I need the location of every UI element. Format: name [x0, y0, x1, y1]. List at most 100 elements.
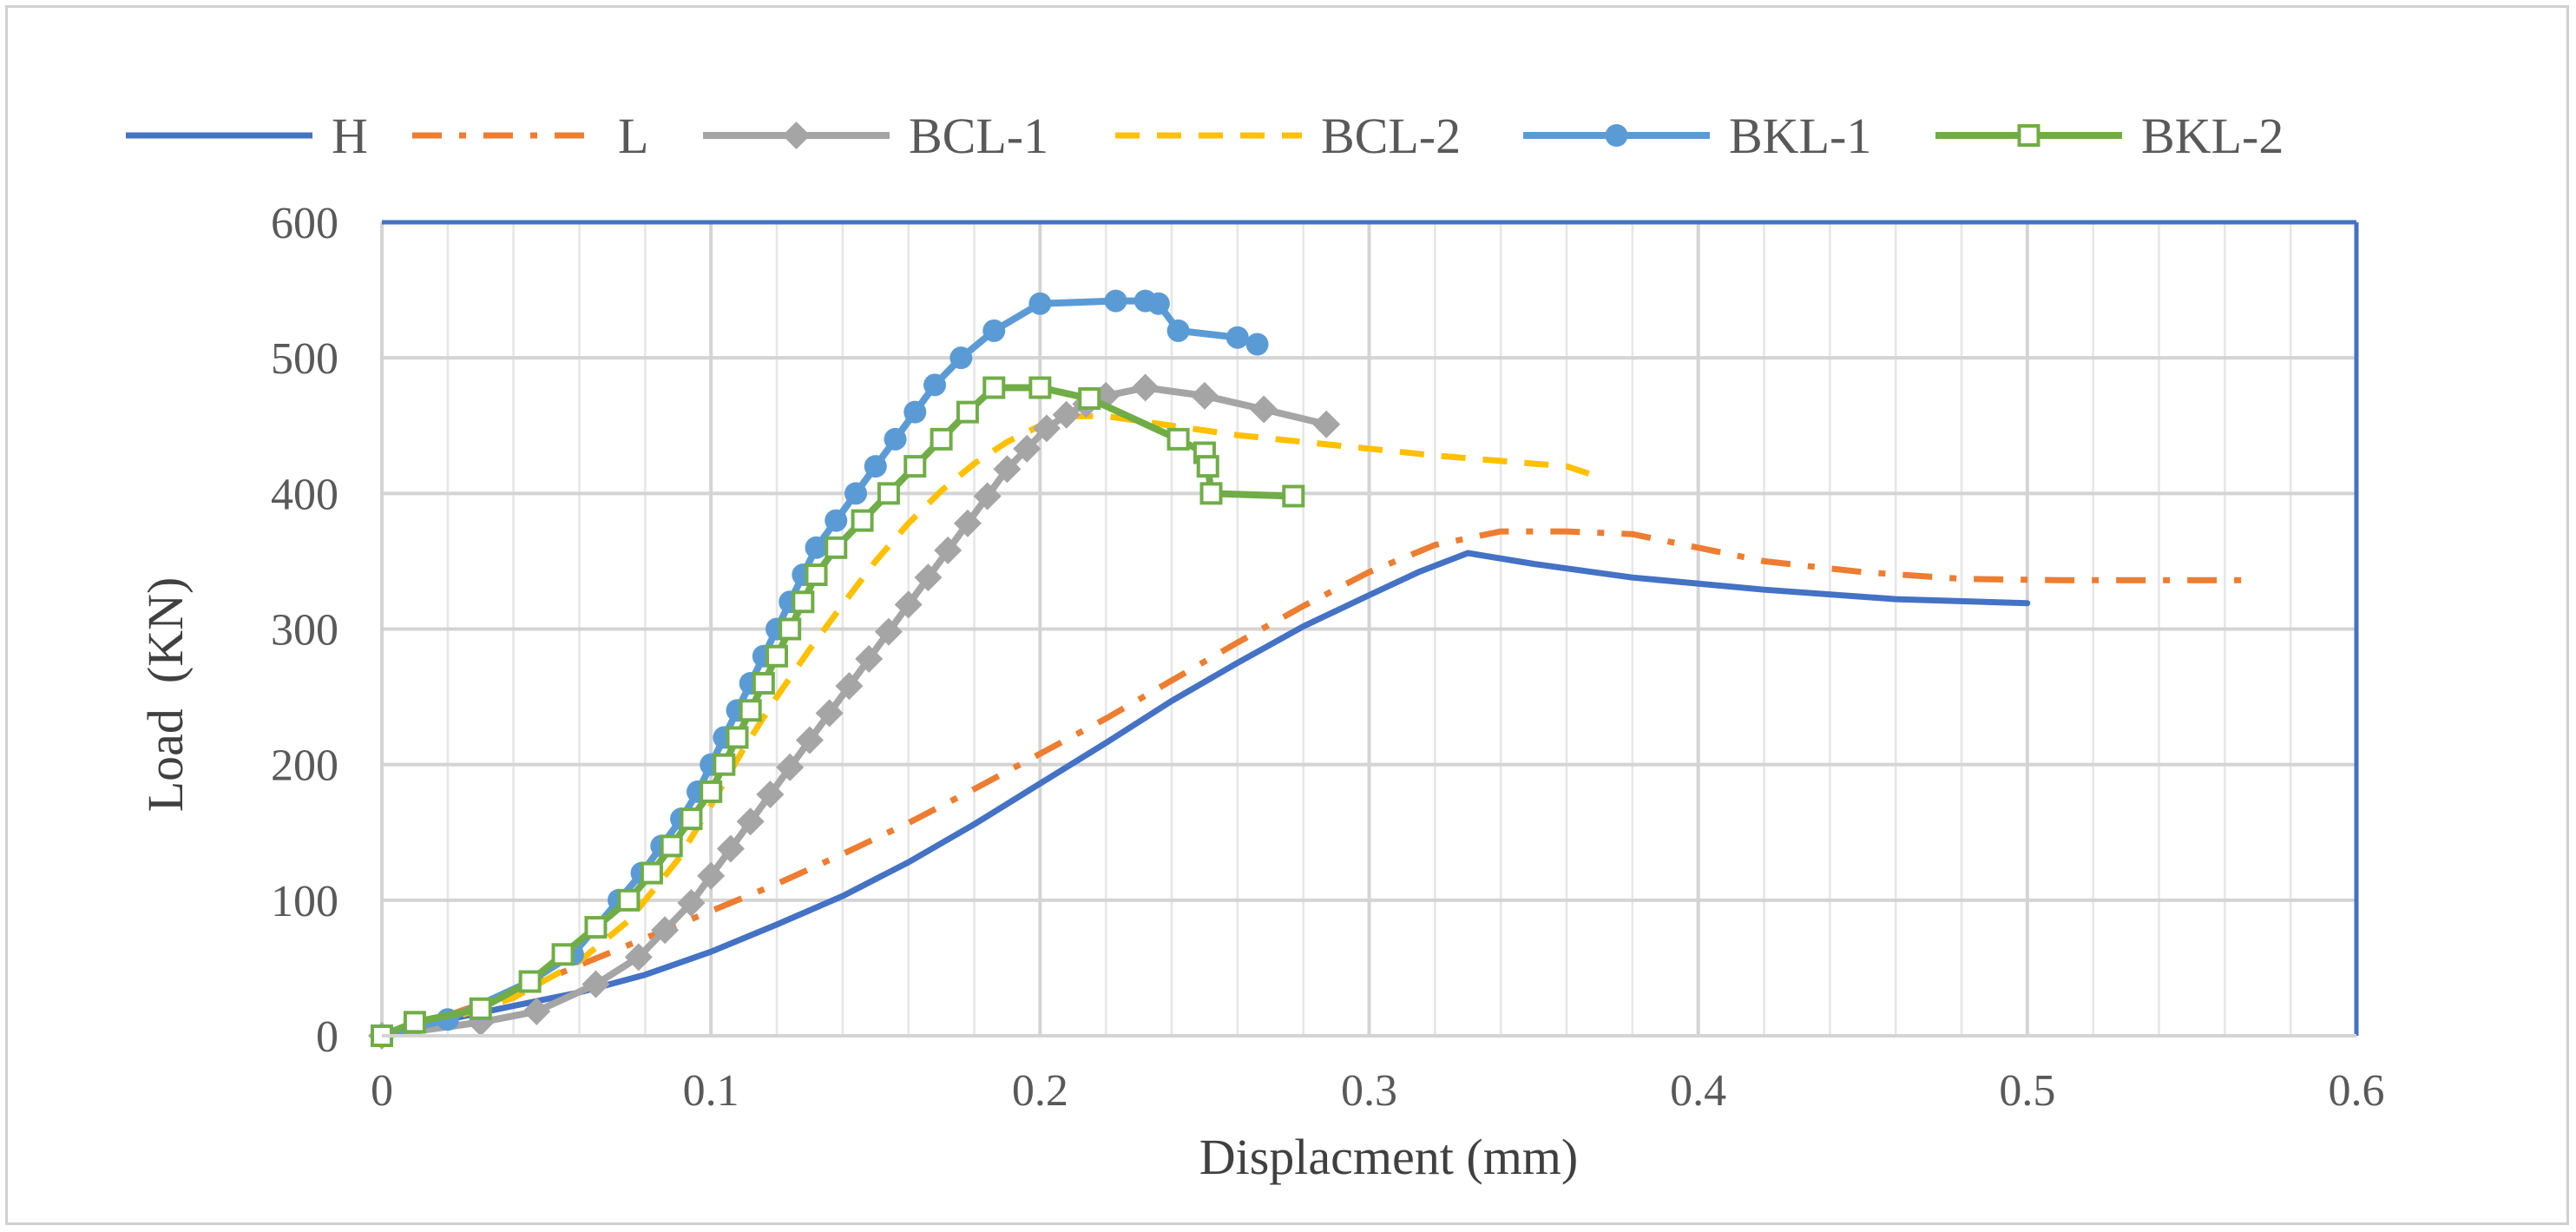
- y-tick-label: 100: [271, 877, 338, 926]
- data-point: [851, 509, 874, 532]
- data-point: [815, 699, 844, 728]
- data-point: [677, 888, 706, 917]
- x-tick-label: 0.1: [683, 1066, 739, 1116]
- data-point: [982, 319, 1006, 342]
- legend-label: H: [332, 108, 368, 164]
- x-tick-label: 0.4: [1670, 1066, 1726, 1116]
- data-point: [973, 482, 1002, 511]
- legend-item-bcl-2: BCL-2: [1115, 108, 1461, 164]
- data-point: [1605, 124, 1628, 147]
- data-point: [403, 1011, 426, 1034]
- series-layer: [368, 289, 2258, 1050]
- data-point: [864, 455, 887, 478]
- data-point: [805, 536, 828, 559]
- data-point: [1250, 395, 1278, 424]
- x-tick-label: 0.6: [2329, 1066, 2385, 1116]
- data-point: [1147, 292, 1170, 315]
- legend-label: L: [618, 108, 648, 164]
- data-point: [805, 563, 828, 587]
- data-point: [825, 509, 848, 532]
- legend-item-bkl-2: BKL-2: [1935, 108, 2284, 164]
- data-point: [1028, 376, 1052, 399]
- data-point: [1312, 410, 1341, 438]
- data-point: [779, 617, 802, 641]
- y-tick-label: 600: [271, 199, 338, 248]
- data-point: [795, 726, 824, 754]
- y-tick-label: 500: [271, 334, 338, 384]
- data-point: [956, 400, 979, 424]
- legend-label: BCL-2: [1321, 108, 1461, 164]
- data-point: [1131, 373, 1160, 402]
- x-tick-label: 0.2: [1012, 1066, 1068, 1116]
- data-point: [855, 644, 884, 673]
- data-point: [844, 482, 867, 505]
- data-point: [1104, 289, 1127, 313]
- legend-label: BKL-1: [1729, 108, 1871, 164]
- data-point: [1166, 319, 1190, 342]
- data-point: [877, 482, 900, 505]
- data-point: [697, 861, 726, 890]
- data-point: [782, 122, 811, 149]
- series-bkl-1: [371, 289, 1269, 1047]
- data-point: [726, 726, 749, 749]
- data-point: [1282, 484, 1305, 508]
- data-point: [930, 427, 953, 451]
- data-point: [904, 400, 927, 424]
- x-tick-label: 0.3: [1341, 1066, 1397, 1116]
- data-point: [756, 781, 785, 809]
- data-point: [1196, 455, 1219, 478]
- data-point: [993, 455, 1022, 484]
- y-tick-label: 400: [271, 470, 338, 519]
- data-point: [1052, 400, 1081, 429]
- legend: H L BCL-1 BCL-2 BKL-1 BKL-2: [126, 108, 2284, 164]
- data-point: [551, 943, 575, 966]
- series-bcl-2: [381, 412, 1600, 1039]
- data-point: [776, 753, 805, 781]
- legend-item-h: H: [126, 108, 368, 164]
- axes: [382, 220, 2359, 1038]
- legend-item-l: L: [412, 108, 648, 164]
- data-point: [934, 536, 963, 564]
- data-point: [1190, 381, 1219, 410]
- data-point: [660, 834, 683, 858]
- y-tick-label: 0: [316, 1012, 338, 1062]
- series-line: [378, 550, 2031, 1039]
- data-point: [1226, 326, 1249, 349]
- x-tick-label: 0: [371, 1066, 393, 1116]
- data-point: [700, 780, 723, 803]
- data-point: [624, 943, 653, 972]
- data-point: [982, 376, 1006, 399]
- data-point: [874, 617, 903, 646]
- legend-label: BKL-2: [2141, 108, 2284, 164]
- data-point: [736, 807, 765, 836]
- series-line: [378, 297, 1261, 1039]
- data-point: [1013, 434, 1042, 463]
- data-point: [1199, 482, 1223, 505]
- data-point: [680, 807, 703, 831]
- data-point: [766, 644, 788, 668]
- data-point: [716, 834, 745, 863]
- series-l: [380, 528, 2258, 1039]
- data-point: [923, 373, 946, 397]
- data-point: [835, 672, 864, 701]
- data-point: [792, 590, 815, 614]
- data-point: [469, 997, 492, 1020]
- data-point: [825, 536, 848, 559]
- data-point: [894, 590, 923, 619]
- legend-item-bkl-1: BKL-1: [1523, 108, 1871, 164]
- data-point: [1078, 387, 1101, 411]
- x-tick-label: 0.5: [1999, 1066, 2055, 1116]
- tick-labels: 0 0.1 0.2 0.3 0.4 0.5 0.6 0 100 200 300 400 500 600: [271, 199, 2385, 1116]
- data-point: [752, 671, 775, 695]
- legend-label: BCL-1: [909, 108, 1048, 164]
- data-point: [953, 509, 982, 537]
- legend-item-bcl-1: BCL-1: [703, 108, 1048, 164]
- data-point: [582, 970, 610, 998]
- data-point: [518, 970, 542, 993]
- x-axis-title: Displacment (mm): [1199, 1129, 1579, 1185]
- data-point: [914, 563, 943, 592]
- data-point: [1166, 427, 1190, 451]
- data-point: [584, 916, 608, 939]
- data-point: [617, 888, 641, 912]
